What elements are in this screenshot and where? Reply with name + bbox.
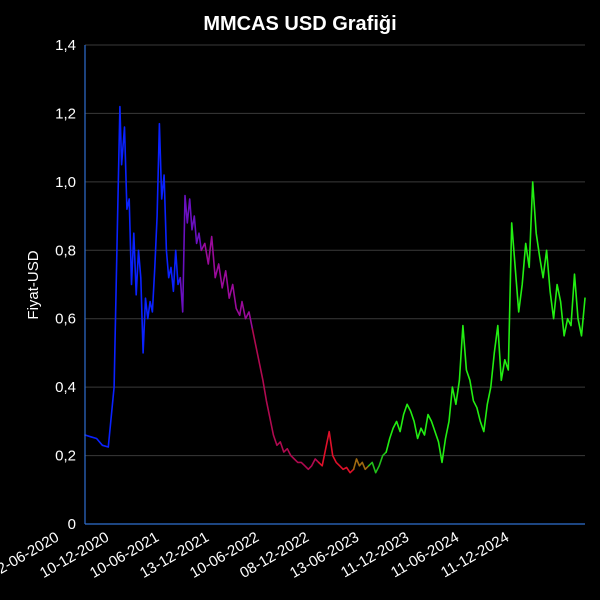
- price-line-segment: [317, 430, 355, 474]
- x-tick-labels: 12-06-202010-12-202010-06-202113-12-2021…: [0, 529, 512, 582]
- price-line-segment: [179, 194, 203, 313]
- chart-title: MMCAS USD Grafiği: [203, 13, 396, 35]
- price-series: [84, 105, 586, 474]
- price-line-segment: [200, 235, 254, 330]
- price-line-segment: [367, 451, 388, 474]
- y-tick-label: 1,2: [55, 105, 76, 122]
- grid: [85, 44, 585, 457]
- y-tick-label: 0,8: [55, 242, 76, 259]
- y-axis-label: Fiyat-USD: [25, 250, 42, 319]
- price-line-segment: [84, 105, 182, 448]
- price-line-segment: [352, 458, 370, 471]
- y-tick-label: 0,2: [55, 448, 76, 465]
- y-tick-label: 0,4: [55, 379, 76, 396]
- y-tick-label: 1,4: [55, 37, 76, 54]
- y-tick-label: 0,6: [55, 311, 76, 328]
- y-tick-label: 0: [68, 516, 76, 533]
- y-tick-label: 1,0: [55, 174, 76, 191]
- price-line-segment: [251, 328, 320, 471]
- y-tick-labels: 0 0,2 0,4 0,6 0,8 1,0 1,2 1,4: [55, 37, 76, 533]
- price-line-segment: [385, 181, 586, 464]
